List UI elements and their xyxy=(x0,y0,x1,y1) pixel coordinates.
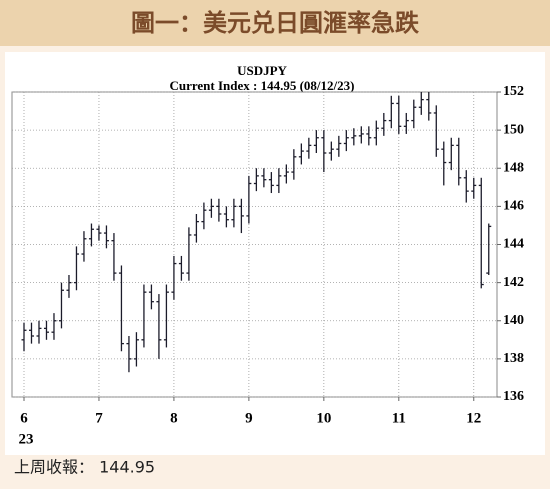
title-banner xyxy=(0,0,550,46)
y-tick-label: 144 xyxy=(503,237,524,252)
x-tick-label: 9 xyxy=(245,410,253,426)
y-tick-label: 138 xyxy=(503,351,524,366)
y-tick-label: 142 xyxy=(503,275,524,290)
y-tick-label: 152 xyxy=(503,84,524,99)
y-tick-label: 140 xyxy=(503,313,524,328)
y-tick-label: 146 xyxy=(503,199,524,214)
x-tick-label: 7 xyxy=(95,410,103,426)
footer: 上周收報： 144.95 xyxy=(14,458,155,477)
x-tick-label: 11 xyxy=(392,410,406,426)
chart-subtitle: Current Index : 144.95 (08/12/23) xyxy=(169,78,354,93)
chart-panel xyxy=(5,52,545,455)
y-tick-label: 148 xyxy=(503,160,524,175)
x-tick-label: 6 xyxy=(20,410,28,426)
x-tick-label: 12 xyxy=(466,410,481,426)
page-title: 圖一：美元兑日圓滙率急跌 xyxy=(131,9,420,37)
x-tick-label: 10 xyxy=(316,410,331,426)
y-tick-label: 150 xyxy=(503,122,524,137)
chart-title: USDJPY xyxy=(237,63,287,78)
y-tick-label: 136 xyxy=(503,389,524,404)
x-tick-label: 8 xyxy=(170,410,178,426)
year-label: 23 xyxy=(19,431,34,447)
